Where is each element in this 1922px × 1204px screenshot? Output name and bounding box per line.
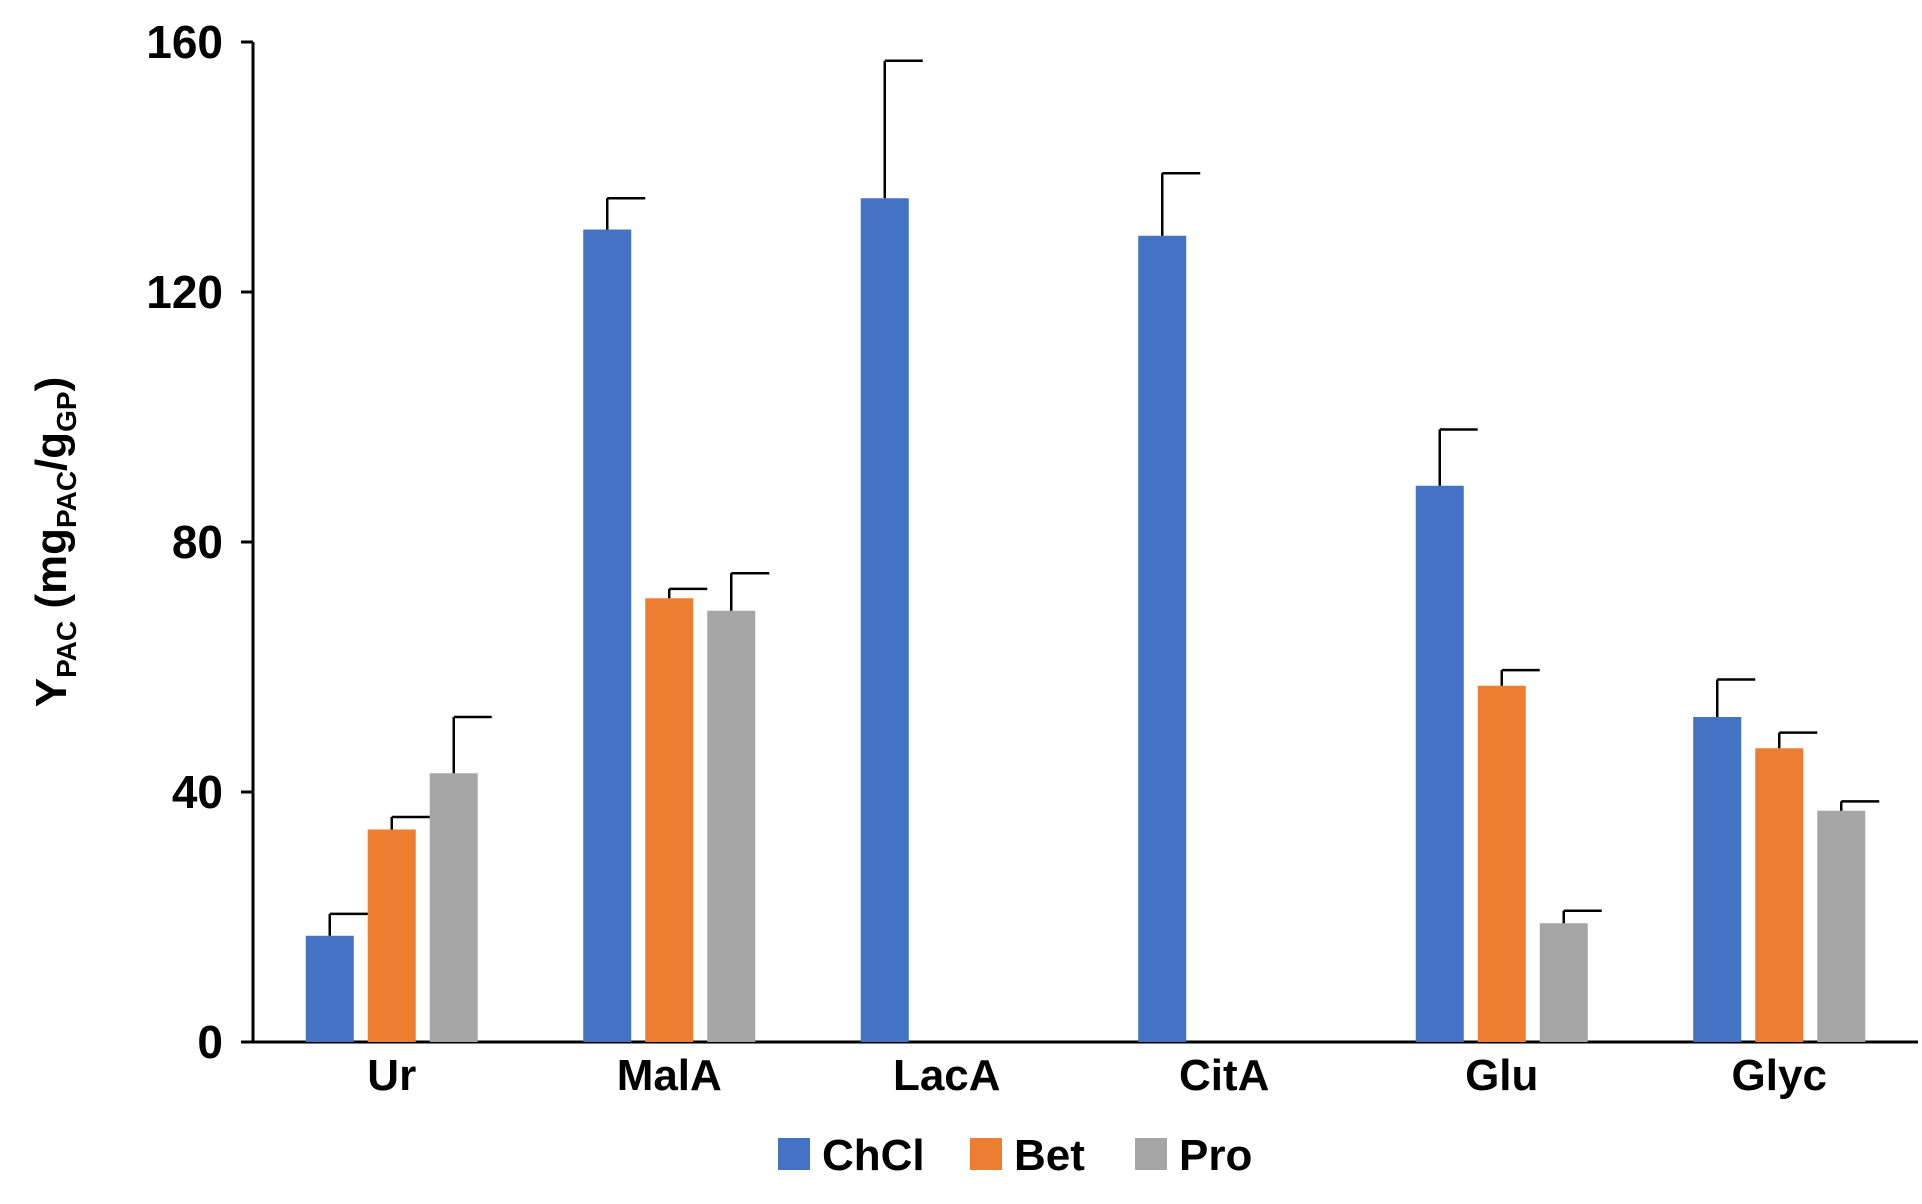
ylabel-part4: ) xyxy=(27,377,76,392)
ylabel-part3: /g xyxy=(27,432,76,471)
x-tick-labels: Ur MalA LacA CitA Glu Glyc xyxy=(367,1051,1827,1100)
y-tick-label: 80 xyxy=(172,516,223,568)
bar-chcl-laca xyxy=(860,198,909,1042)
ylabel-sub3: GP xyxy=(51,391,82,431)
bar-chcl-glu xyxy=(1415,485,1464,1042)
bar-bet-glyc xyxy=(1755,748,1804,1042)
ylabel-main: Y xyxy=(27,678,76,707)
y-tick-label: 160 xyxy=(146,16,223,68)
legend-label-pro: Pro xyxy=(1179,1131,1252,1180)
bar-pro-mala xyxy=(707,610,756,1042)
y-axis-label: YPAC (mgPAC/gGP) xyxy=(27,377,82,708)
bar-pro-glu xyxy=(1539,923,1588,1042)
bar-chcl-mala xyxy=(583,229,632,1042)
bar-pro-ur xyxy=(429,773,478,1042)
legend-swatch-chcl xyxy=(778,1138,810,1170)
bar-pro-glyc xyxy=(1817,810,1866,1042)
y-tick-label: 120 xyxy=(146,266,223,318)
bars xyxy=(305,198,1866,1042)
x-tick-label: Glyc xyxy=(1732,1051,1827,1100)
y-tick-label: 0 xyxy=(197,1016,223,1068)
bar-chcl-cita xyxy=(1138,235,1187,1042)
y-tick-label: 40 xyxy=(172,766,223,818)
legend: ChCl Bet Pro xyxy=(778,1131,1252,1180)
bar-bet-ur xyxy=(367,829,416,1042)
x-tick-label: LacA xyxy=(893,1051,1001,1100)
bar-bet-mala xyxy=(645,598,694,1042)
ylabel-sub2: PAC xyxy=(51,471,82,528)
bar-bet-glu xyxy=(1477,685,1526,1042)
ylabel-sub1: PAC xyxy=(51,621,82,678)
ylabel-part2: (mg xyxy=(27,528,76,621)
error-bars xyxy=(328,59,1880,936)
y-ticks: 0 40 80 120 160 xyxy=(146,16,253,1068)
x-tick-label: MalA xyxy=(617,1051,722,1100)
bar-chcl-glyc xyxy=(1693,717,1742,1042)
axes xyxy=(251,42,1918,1044)
bar-chcl-ur xyxy=(305,935,354,1042)
x-tick-label: CitA xyxy=(1179,1051,1269,1100)
legend-label-chcl: ChCl xyxy=(822,1131,925,1180)
x-tick-label: Glu xyxy=(1465,1051,1538,1100)
legend-label-bet: Bet xyxy=(1014,1131,1085,1180)
legend-swatch-pro xyxy=(1135,1138,1167,1170)
x-tick-label: Ur xyxy=(367,1051,416,1100)
legend-swatch-bet xyxy=(970,1138,1002,1170)
